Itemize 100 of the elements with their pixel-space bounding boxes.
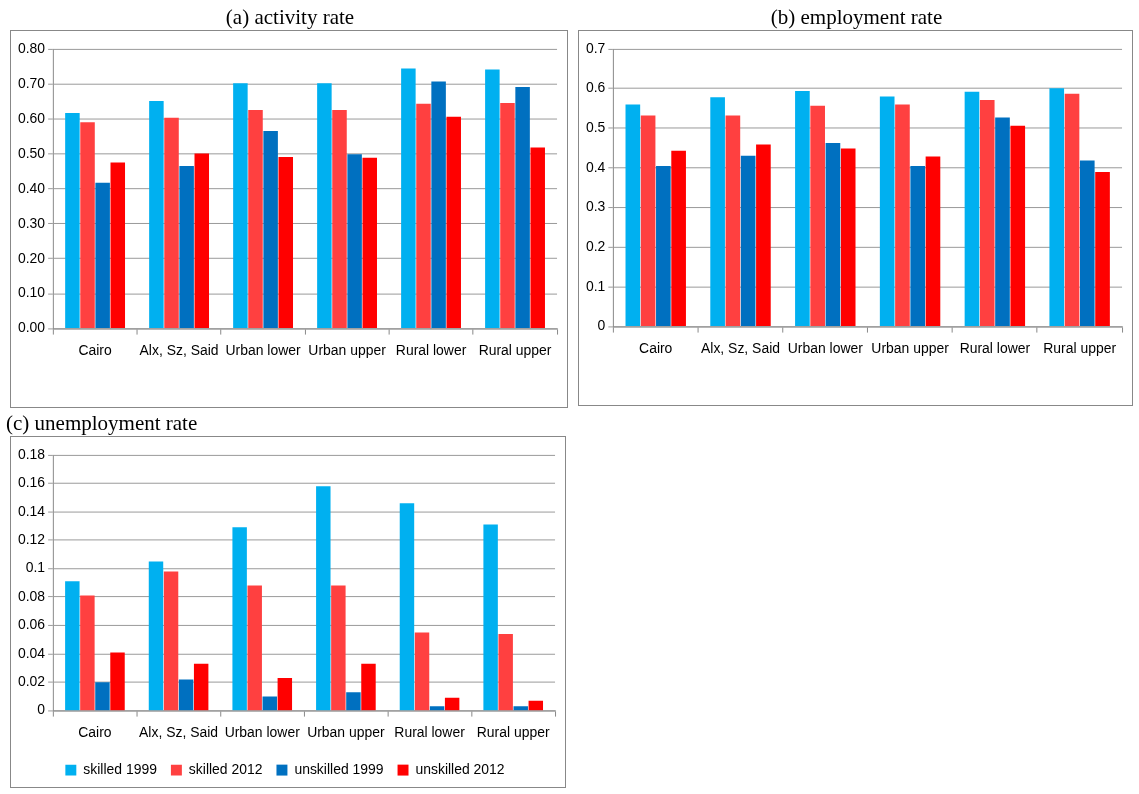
bar <box>149 101 164 329</box>
chart-title: (c) unemployment rate <box>6 410 199 436</box>
bar <box>80 595 95 711</box>
bar <box>431 81 446 329</box>
bar <box>95 182 110 329</box>
bar <box>500 103 515 329</box>
bar <box>513 706 528 711</box>
y-tick-label: 0.7 <box>585 39 606 56</box>
bar <box>416 103 431 329</box>
bar <box>248 110 263 329</box>
bar <box>429 706 445 711</box>
bar <box>656 165 671 327</box>
y-tick-label: 0.12 <box>17 530 46 547</box>
bar <box>795 90 810 327</box>
bar <box>910 165 926 327</box>
bar <box>1079 160 1095 327</box>
y-tick-label: 0.06 <box>17 616 46 633</box>
bar <box>671 150 686 327</box>
x-tick-label: Rural upper <box>478 341 552 358</box>
bar <box>725 115 741 327</box>
chart-title: (b) employment rate <box>769 4 944 30</box>
y-tick-label: 0.5 <box>585 119 606 136</box>
bar <box>277 677 293 711</box>
bar <box>247 585 262 711</box>
x-tick-label: Urban lower <box>225 341 301 358</box>
bar <box>444 697 460 711</box>
bar <box>331 585 346 711</box>
y-tick-label: 0.00 <box>17 319 46 336</box>
y-tick-label: 0.18 <box>17 445 46 462</box>
bar <box>263 131 278 329</box>
bar <box>1010 125 1026 327</box>
bar <box>964 91 980 327</box>
x-tick-label: Rural upper <box>476 723 550 740</box>
bar <box>278 156 294 329</box>
x-tick-label: Urban lower <box>787 339 864 356</box>
bar <box>925 156 941 327</box>
x-tick-label: Urban upper <box>308 341 387 358</box>
bar <box>446 116 461 329</box>
bar <box>399 503 415 711</box>
y-tick-label: 0.20 <box>17 249 46 266</box>
x-tick-label: Alx, Sz, Said <box>701 339 781 356</box>
bar <box>65 112 80 329</box>
y-tick-label: 0.14 <box>17 502 46 519</box>
y-tick-label: 0.3 <box>585 198 606 215</box>
bar <box>1049 88 1065 327</box>
bar <box>401 68 416 329</box>
y-tick-label: 0.10 <box>17 284 46 301</box>
legend-label: skilled 2012 <box>188 760 263 777</box>
bar <box>995 117 1010 327</box>
bar <box>232 527 247 711</box>
bar <box>979 100 995 327</box>
bar <box>316 486 331 711</box>
bar <box>515 87 530 329</box>
bar <box>483 524 498 711</box>
x-tick-label: Urban lower <box>224 723 301 740</box>
bar <box>194 153 210 329</box>
x-tick-label: Alx, Sz, Said <box>139 341 219 358</box>
bar <box>95 682 110 711</box>
bar <box>193 663 209 711</box>
legend-label: unskilled 2012 <box>415 760 505 777</box>
legend-label: skilled 1999 <box>83 760 158 777</box>
x-tick-label: Cairo <box>78 341 112 358</box>
y-tick-label: 0.1 <box>25 559 46 576</box>
x-tick-label: Cairo <box>78 723 112 740</box>
y-tick-label: 0.04 <box>17 644 46 661</box>
bar <box>361 663 376 711</box>
bar <box>163 571 179 711</box>
bar <box>640 115 656 327</box>
bar <box>80 122 95 329</box>
x-tick-label: Rural lower <box>395 341 467 358</box>
bar <box>65 581 80 711</box>
bar <box>148 561 164 711</box>
bar <box>332 110 347 329</box>
x-tick-label: Alx, Sz, Said <box>139 723 219 740</box>
bar <box>530 147 545 329</box>
bar <box>362 157 377 329</box>
bar <box>414 632 430 711</box>
bar <box>625 104 641 327</box>
x-tick-label: Rural lower <box>959 339 1031 356</box>
x-tick-label: Cairo <box>639 339 673 356</box>
y-tick-label: 0.02 <box>17 673 46 690</box>
bar <box>110 162 126 329</box>
bar <box>347 154 362 329</box>
bar <box>110 652 125 711</box>
y-tick-label: 0.2 <box>585 238 606 255</box>
bar <box>233 83 248 329</box>
x-tick-label: Rural lower <box>394 723 466 740</box>
y-tick-label: 0.70 <box>17 74 46 91</box>
y-tick-label: 0.16 <box>17 474 46 491</box>
bar <box>485 69 500 329</box>
y-tick-label: 0 <box>597 317 606 334</box>
bar <box>756 144 771 327</box>
bar <box>879 96 895 327</box>
y-tick-label: 0.40 <box>17 179 46 196</box>
y-tick-label: 0.50 <box>17 144 46 161</box>
chart-title: (a) activity rate <box>224 4 356 30</box>
bar <box>740 155 756 327</box>
y-tick-label: 0.4 <box>585 158 606 175</box>
bar <box>164 117 179 329</box>
y-tick-label: 0.1 <box>585 277 606 294</box>
